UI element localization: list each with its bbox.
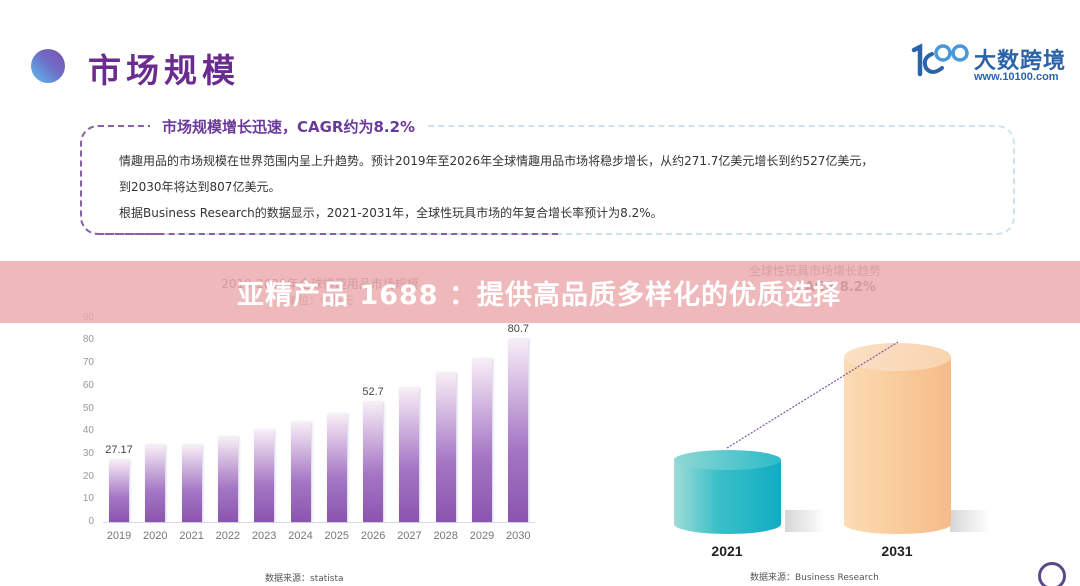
- x-axis-tick: 2027: [397, 530, 422, 542]
- bar-2019: [109, 460, 129, 522]
- cylinder-2021: [674, 450, 781, 534]
- chart-source: 数据来源：Business Research: [750, 573, 879, 583]
- x-axis-tick: 2020: [143, 530, 168, 542]
- summary-line: 到2030年将达到807亿美元。: [119, 180, 281, 194]
- x-axis-tick: 2022: [215, 530, 241, 542]
- summary-text: 情趣用品的市场规模在世界范围内呈上升趋势。预计2019年至2026年全球情趣用品…: [119, 148, 999, 226]
- x-axis-tick: 2026: [360, 530, 386, 542]
- cylinder-2031: [844, 343, 951, 534]
- y-axis-tick: 70: [82, 357, 94, 369]
- y-axis-tick: 0: [88, 516, 94, 527]
- bar-value-label: 80.7: [507, 322, 529, 335]
- summary-line: 情趣用品的市场规模在世界范围内呈上升趋势。预计2019年至2026年全球情趣用品…: [119, 154, 874, 168]
- y-axis-tick: 40: [82, 425, 94, 437]
- bar-2024: [290, 422, 311, 522]
- bar-2023: [254, 430, 275, 522]
- x-axis-tick: 2024: [288, 530, 313, 542]
- bar-2028: [435, 372, 456, 522]
- bar-2030: [508, 338, 529, 522]
- year-label-2021: 2021: [711, 543, 743, 559]
- year-label-2031: 2031: [881, 543, 913, 559]
- bar-2020: [145, 445, 166, 522]
- x-axis-tick: 2021: [179, 530, 204, 542]
- cylinder-shadow: [950, 510, 990, 532]
- summary-line: 根据Business Research的数据显示，2021-2031年，全球性玩…: [119, 206, 663, 220]
- bar-2027: [399, 387, 420, 522]
- y-axis-tick: 80: [82, 334, 94, 346]
- y-axis-tick: 50: [82, 402, 94, 414]
- y-axis-tick: 30: [82, 447, 94, 459]
- summary-heading: 市场规模增长迅速，CAGR约为8.2%: [150, 116, 428, 137]
- title-bullet-icon: [31, 49, 65, 83]
- market-size-bar-chart: 2019-2030年全球情趣用品市场规模 单位：亿美元 010203040506…: [70, 270, 550, 586]
- 10100-logo-icon: [911, 43, 969, 77]
- x-axis-tick: 2023: [251, 530, 277, 542]
- bar-2025: [326, 413, 347, 522]
- chat-bubble-icon[interactable]: [1038, 562, 1066, 586]
- logo-url: www.10100.com: [974, 71, 1059, 83]
- x-axis-tick: 2019: [106, 530, 132, 542]
- x-axis-tick: 2030: [506, 530, 531, 542]
- chart-source: 数据来源：statista: [265, 574, 344, 584]
- bar-2021: [181, 445, 202, 522]
- bar-2026: [363, 402, 384, 522]
- bar-value-label: 27.17: [105, 444, 133, 457]
- x-axis-tick: 2028: [433, 530, 458, 542]
- brand-logo[interactable]: 大数跨境 www.10100.com: [910, 40, 1072, 90]
- bar-2022: [217, 437, 238, 522]
- cylinder-shadow: [785, 510, 825, 532]
- page-title: 市场规模: [88, 51, 240, 90]
- x-axis-tick: 2029: [469, 530, 495, 542]
- bar-value-label: 52.7: [362, 386, 384, 399]
- y-axis-tick: 60: [82, 379, 94, 391]
- y-axis-tick: 20: [82, 470, 94, 482]
- summary-box-accent-bottom: [98, 233, 558, 235]
- promo-banner: 亚精产品 1688 ：提供高品质多样化的优质选择: [0, 261, 1080, 323]
- bar-2029: [472, 358, 492, 522]
- x-axis-tick: 2025: [324, 530, 350, 542]
- banner-text: 亚精产品 1688 ：提供高品质多样化的优质选择: [237, 279, 841, 311]
- logo-name: 大数跨境: [974, 49, 1067, 74]
- x-axis-line: [103, 522, 535, 523]
- y-axis-tick: 10: [82, 493, 94, 505]
